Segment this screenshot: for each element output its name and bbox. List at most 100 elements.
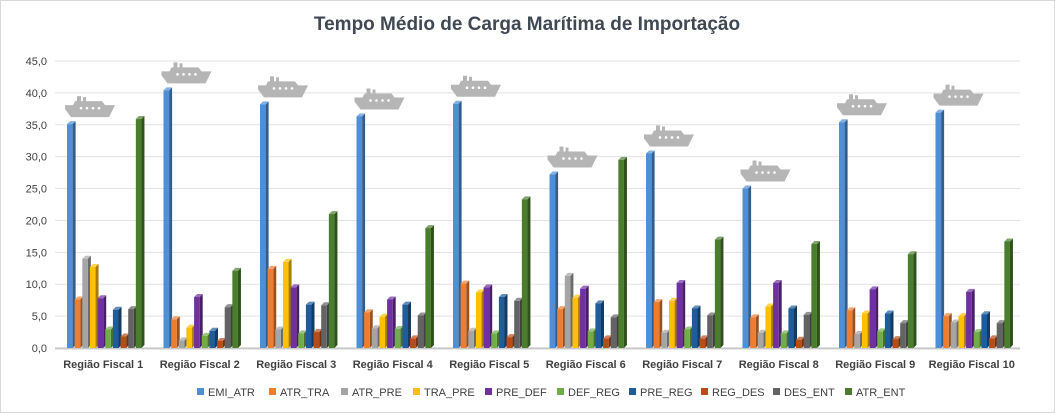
bar: [402, 304, 408, 348]
bar: [514, 300, 520, 348]
bar-top: [803, 311, 813, 315]
bar-top: [676, 279, 686, 283]
bar: [491, 333, 497, 348]
bar: [854, 333, 860, 348]
bar-top: [811, 241, 820, 245]
bar: [557, 309, 563, 348]
bar-top: [884, 310, 894, 314]
bar-side: [651, 150, 655, 348]
bar-top: [618, 156, 627, 160]
bar-top: [201, 332, 211, 336]
bar-top: [854, 330, 863, 334]
legend-swatch: [629, 388, 636, 395]
bar: [714, 239, 721, 348]
legend-label: PRE_REG: [640, 387, 693, 399]
bar-top: [572, 294, 582, 298]
bar: [483, 287, 490, 348]
bar-top: [958, 313, 968, 317]
bar-top: [453, 100, 462, 104]
bar: [171, 319, 177, 348]
bar-side: [408, 301, 411, 348]
bar-side: [748, 185, 752, 348]
bar-top: [580, 285, 589, 289]
bar-top: [394, 325, 404, 329]
bar-top: [224, 304, 234, 308]
bar-side: [697, 305, 701, 348]
bar-top: [839, 119, 848, 123]
bar: [811, 244, 817, 348]
bar-top: [194, 293, 203, 297]
bar: [387, 299, 393, 348]
bar: [89, 267, 96, 348]
bar: [803, 314, 810, 348]
bar: [742, 188, 749, 348]
bar-top: [305, 301, 315, 305]
bar: [676, 282, 683, 348]
bar-top: [460, 280, 470, 284]
bar: [194, 296, 200, 348]
bar: [907, 254, 914, 348]
bar-side: [623, 156, 627, 348]
bar-side: [913, 251, 917, 348]
bar-top: [468, 327, 477, 331]
bar-top: [282, 258, 292, 262]
bar-side: [296, 284, 300, 348]
bar-side: [890, 310, 894, 348]
bar: [661, 332, 667, 348]
legend-swatch: [413, 388, 420, 395]
bar-side: [941, 109, 945, 348]
bar-top: [356, 113, 366, 117]
bar-top: [603, 335, 612, 339]
bar-top: [691, 305, 701, 309]
x-tick-label: Região Fiscal 3: [256, 359, 336, 371]
bar-top: [328, 211, 338, 215]
bar: [201, 335, 208, 348]
bar: [371, 328, 378, 348]
bar-side: [778, 279, 782, 348]
bar: [699, 338, 706, 348]
bar-top: [765, 303, 775, 307]
bar: [112, 309, 119, 348]
bar-top: [74, 296, 84, 300]
bar-top: [587, 328, 597, 332]
bar-top: [128, 306, 137, 310]
legend-label: DEF_REG: [568, 387, 620, 399]
bar-top: [521, 196, 531, 200]
bar: [691, 308, 698, 348]
bar: [877, 331, 883, 348]
bar: [328, 214, 335, 348]
bar-top: [549, 171, 559, 175]
bar-top: [425, 225, 434, 229]
bar-top: [514, 297, 523, 301]
bar-side: [816, 241, 820, 348]
bar: [653, 302, 660, 348]
bar: [935, 112, 942, 348]
bar-top: [364, 309, 373, 313]
bar: [260, 104, 266, 348]
x-tick-label: Região Fiscal 9: [835, 359, 915, 371]
bar: [290, 287, 297, 348]
bar-side: [176, 316, 180, 348]
x-tick-label: Região Fiscal 7: [642, 359, 722, 371]
legend-label: TRA_PRE: [424, 387, 475, 399]
bar: [900, 323, 906, 348]
bar-top: [410, 335, 419, 339]
legend-swatch: [269, 388, 276, 395]
legend-swatch: [773, 388, 780, 395]
bar-top: [1004, 238, 1013, 242]
bar-top: [950, 319, 960, 323]
bar-top: [371, 325, 381, 329]
bar: [506, 337, 513, 348]
bar-top: [564, 272, 574, 276]
bar-side: [555, 171, 559, 348]
bar-top: [275, 326, 284, 330]
y-tick-label: 45,0: [26, 56, 47, 68]
bar: [186, 327, 193, 348]
legend-swatch: [845, 388, 852, 395]
x-tick-label: Região Fiscal 6: [546, 359, 626, 371]
y-tick-label: 10,0: [26, 279, 47, 291]
bar: [417, 315, 424, 348]
bar-top: [699, 335, 709, 339]
bar: [135, 119, 142, 348]
